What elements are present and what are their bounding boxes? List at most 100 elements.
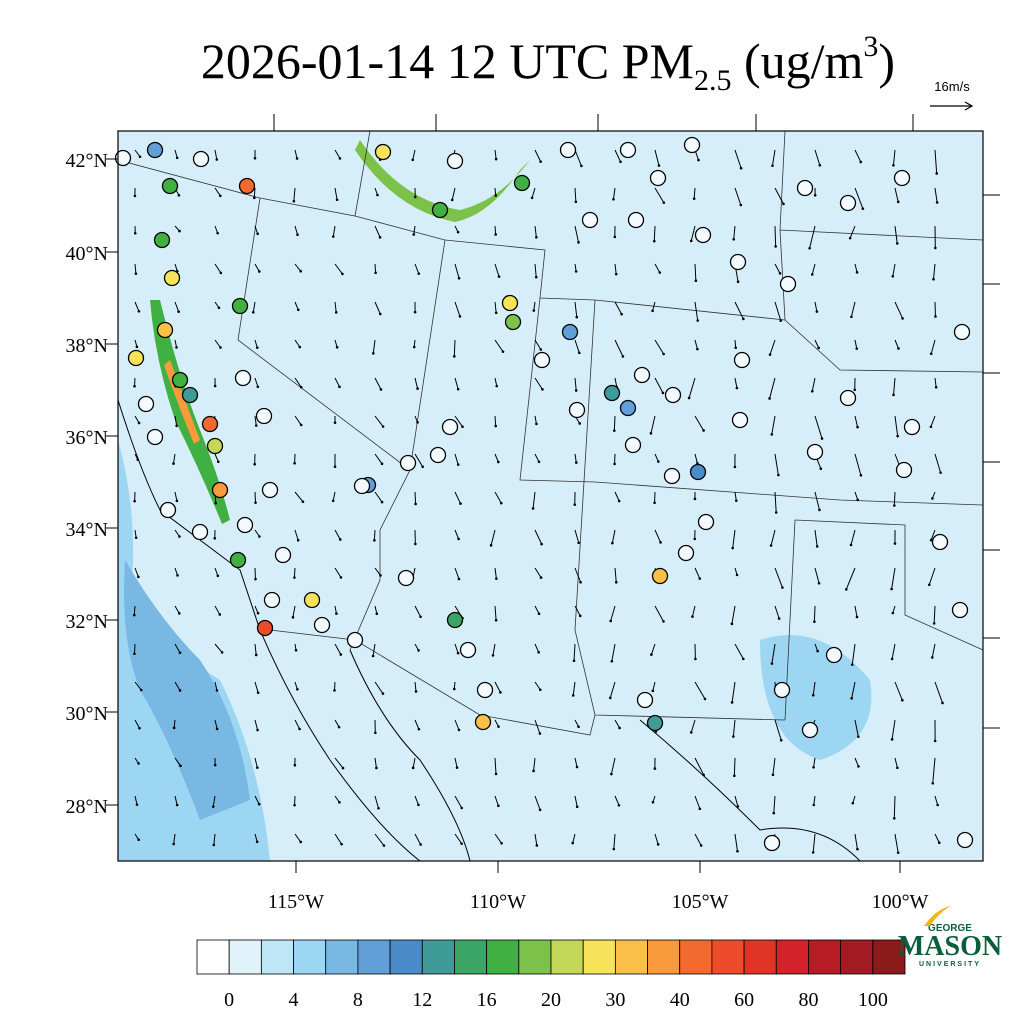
wind-vector bbox=[774, 491, 777, 513]
wind-vector bbox=[933, 605, 936, 624]
wind-vector bbox=[610, 605, 616, 622]
wind-vector bbox=[932, 263, 936, 280]
wind-vector-head bbox=[255, 840, 259, 844]
wind-vector bbox=[214, 187, 221, 197]
wind-vector-head bbox=[610, 659, 614, 663]
wind-vector bbox=[372, 643, 376, 657]
wind-vector bbox=[613, 833, 616, 850]
wind-vector-head bbox=[736, 280, 740, 284]
wind-vector bbox=[892, 149, 896, 166]
wind-vector bbox=[850, 301, 856, 317]
wind-vector bbox=[849, 225, 856, 239]
wind-vector-head bbox=[411, 766, 415, 770]
wind-vector bbox=[254, 719, 259, 731]
wind-vector bbox=[454, 529, 460, 540]
wind-vector-head bbox=[811, 851, 815, 854]
wind-vector bbox=[372, 339, 376, 354]
wind-vector-head bbox=[696, 461, 699, 465]
wind-vector-head bbox=[494, 618, 498, 622]
wind-vector bbox=[334, 263, 343, 275]
wind-vector bbox=[254, 757, 258, 768]
wind-vector-head bbox=[620, 312, 623, 316]
station bbox=[374, 143, 392, 161]
wind-vector-head bbox=[331, 499, 335, 503]
wind-vector bbox=[414, 377, 419, 389]
wind-vector-head bbox=[891, 275, 895, 278]
wind-vector-head bbox=[175, 803, 179, 807]
wind-vector-head bbox=[612, 847, 616, 851]
axis-ticks: 42°N 40°N 38°N 36°N 34°N 32°N 30°N 28°N 115°W 110… bbox=[66, 114, 1000, 913]
wind-vector-head bbox=[457, 728, 461, 732]
wind-vector bbox=[813, 757, 816, 768]
wind-vector bbox=[892, 263, 896, 277]
station bbox=[893, 169, 911, 187]
colorbar-swatch bbox=[840, 939, 874, 975]
colorbar-label: 20 bbox=[541, 989, 561, 1011]
latitude-label: 32°N bbox=[66, 611, 108, 633]
wind-vector-head bbox=[733, 774, 736, 778]
wind-vector-head bbox=[571, 841, 575, 845]
colorbar-label: 60 bbox=[734, 989, 754, 1011]
title-superscript: 3 bbox=[863, 30, 878, 63]
wind-vector bbox=[334, 149, 341, 159]
wind-vector bbox=[134, 795, 138, 805]
wind-vector-head bbox=[220, 651, 224, 654]
wind-vector-head bbox=[901, 698, 904, 702]
wind-vector bbox=[774, 301, 782, 321]
wind-vector bbox=[332, 225, 336, 237]
wind-vector-head bbox=[298, 727, 301, 731]
wind-vector-head bbox=[296, 308, 300, 312]
station bbox=[206, 437, 224, 455]
wind-vector-head bbox=[495, 577, 498, 580]
colorbar-swatch bbox=[389, 939, 423, 975]
wind-vector bbox=[174, 301, 180, 312]
wind-vector-head bbox=[456, 387, 460, 391]
wind-vector-head bbox=[934, 385, 938, 389]
wind-vector-head bbox=[653, 501, 656, 505]
station bbox=[263, 591, 281, 609]
wind-vector bbox=[733, 225, 736, 240]
wind-vector-head bbox=[419, 843, 422, 846]
wind-vector-head bbox=[703, 697, 707, 701]
wind-vector-head bbox=[730, 622, 734, 626]
wind-vector bbox=[611, 529, 616, 544]
wind-vector bbox=[294, 339, 301, 348]
wind-vector bbox=[374, 795, 379, 809]
wind-vector-head bbox=[538, 808, 542, 812]
wind-vector bbox=[610, 757, 616, 775]
wind-vector-head bbox=[659, 541, 662, 544]
wind-vector-head bbox=[651, 689, 655, 693]
station bbox=[513, 174, 531, 192]
station bbox=[274, 546, 292, 564]
wind-vector-head bbox=[662, 620, 665, 623]
wind-vector-head bbox=[531, 507, 535, 510]
latitude-label: 34°N bbox=[66, 519, 108, 541]
wind-vector-head bbox=[413, 195, 417, 199]
wind-vector bbox=[614, 149, 621, 162]
wind-vector-head bbox=[212, 843, 216, 847]
wind-vector-head bbox=[577, 725, 580, 729]
station bbox=[561, 323, 579, 341]
station bbox=[146, 141, 164, 159]
wind-vector-head bbox=[662, 201, 666, 204]
wind-vector bbox=[574, 567, 582, 583]
wind-vector bbox=[374, 225, 381, 238]
wind-vector bbox=[254, 795, 260, 805]
wind-vector-head bbox=[575, 461, 578, 464]
wind-vector-head bbox=[293, 803, 296, 807]
wind-vector-head bbox=[216, 574, 220, 578]
wind-vector-head bbox=[778, 272, 782, 275]
wind-vector bbox=[374, 453, 383, 465]
wind-vector bbox=[894, 833, 899, 853]
wind-vector bbox=[694, 415, 705, 431]
wind-vector-head bbox=[217, 306, 221, 310]
wind-vector-head bbox=[781, 586, 784, 589]
wind-vector bbox=[173, 453, 176, 464]
wind-vector-head bbox=[734, 346, 737, 350]
wind-vector bbox=[374, 301, 381, 315]
wind-vector-head bbox=[859, 160, 863, 164]
wind-vector-head bbox=[617, 499, 621, 503]
wind-vector bbox=[934, 187, 938, 203]
wind-vector bbox=[534, 643, 540, 653]
station bbox=[603, 384, 621, 402]
